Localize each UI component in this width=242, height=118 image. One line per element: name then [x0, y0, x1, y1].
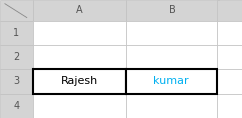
- Text: 2: 2: [13, 52, 19, 62]
- Bar: [0, 45, 33, 69]
- Text: 4: 4: [13, 101, 19, 111]
- Bar: [33, 69, 126, 94]
- Bar: [0, 69, 33, 94]
- Text: kumar: kumar: [153, 76, 189, 86]
- Text: 3: 3: [13, 76, 19, 86]
- Bar: [0, 0, 33, 21]
- Text: Rajesh: Rajesh: [61, 76, 98, 86]
- Bar: [217, 94, 242, 118]
- Bar: [33, 45, 126, 69]
- Text: A: A: [76, 5, 83, 15]
- Bar: [33, 21, 126, 45]
- Bar: [0, 21, 33, 45]
- Bar: [217, 0, 242, 21]
- Bar: [33, 69, 126, 94]
- Bar: [126, 21, 217, 45]
- Bar: [217, 69, 242, 94]
- Bar: [126, 69, 217, 94]
- Text: 1: 1: [13, 28, 19, 38]
- Bar: [217, 21, 242, 45]
- Bar: [217, 45, 242, 69]
- Bar: [33, 0, 126, 21]
- Bar: [126, 94, 217, 118]
- Bar: [0, 94, 33, 118]
- Bar: [126, 45, 217, 69]
- Text: B: B: [169, 5, 176, 15]
- Bar: [126, 69, 217, 94]
- Bar: [33, 94, 126, 118]
- Bar: [126, 0, 219, 21]
